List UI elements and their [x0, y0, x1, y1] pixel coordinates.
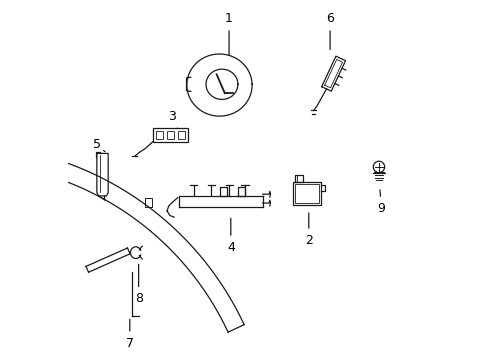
Text: 2: 2	[305, 213, 313, 247]
Text: 1: 1	[225, 12, 233, 55]
Bar	[30, 144, 37, 153]
Text: 3: 3	[169, 110, 178, 129]
Text: 8: 8	[135, 264, 143, 305]
Text: 6: 6	[326, 12, 334, 50]
Text: 7: 7	[126, 319, 134, 350]
Text: 9: 9	[377, 190, 386, 215]
Bar	[167, 131, 174, 139]
Bar	[145, 198, 152, 207]
Bar	[178, 131, 185, 139]
Bar	[295, 184, 319, 203]
Bar	[153, 128, 188, 142]
Bar	[156, 131, 164, 139]
Text: 5: 5	[93, 138, 105, 152]
Text: 4: 4	[227, 218, 235, 254]
Bar	[293, 182, 321, 205]
